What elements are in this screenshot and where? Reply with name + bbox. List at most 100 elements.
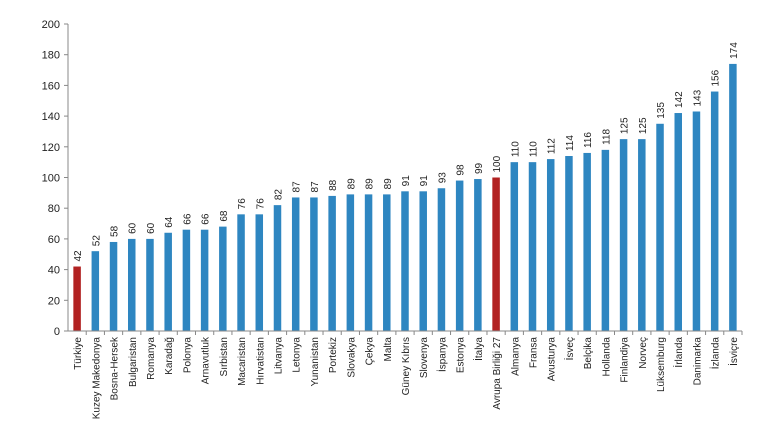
data-label: 64 [164,216,175,228]
x-tick-label: Karadağ [164,337,175,375]
bar [109,241,118,331]
x-tick-label: Bosna-Hersek [110,336,121,400]
x-tick-label: Hırvatistan [255,337,266,385]
x-tick-label: Türkiye [73,337,84,370]
x-tick-label: Macaristan [237,337,248,386]
x-tick-label: İrlanda [672,337,685,368]
bar [146,238,154,331]
bar [364,194,373,331]
data-label: 99 [474,162,485,174]
data-label: 156 [711,69,722,86]
y-tick-label: 60 [48,234,60,246]
bar [546,159,555,331]
x-tick-label: Hollanda [601,337,612,377]
data-label: 114 [565,135,576,151]
x-tick-label: İsviçre [727,337,740,366]
data-label: 42 [73,250,84,262]
x-tick-label: İzlanda [709,337,722,370]
bar [383,194,391,331]
x-tick-label: Almanya [510,337,521,376]
data-label: 76 [237,198,248,210]
x-tick-label: Malta [383,337,394,362]
bar [619,139,628,331]
data-label: 88 [328,179,339,191]
data-label: 125 [638,117,649,134]
bar [310,197,318,331]
bar [73,266,81,331]
y-tick-label: 100 [42,173,60,185]
bar [437,188,446,331]
x-tick-label: İspanya [435,337,448,372]
data-label: 60 [146,222,157,234]
x-tick-label: Slovenya [419,337,430,379]
x-tick-label: Finlandiya [620,337,631,383]
x-tick-label: Estonya [456,337,467,374]
data-label: 143 [692,89,703,106]
x-tick-label: Avrupa Birliği 27 [492,337,503,410]
data-label: 82 [273,189,284,201]
data-label: 58 [110,225,121,237]
data-label: 66 [201,213,212,225]
y-tick-label: 40 [48,265,60,277]
data-label: 142 [674,91,685,108]
y-tick-label: 20 [48,295,60,307]
data-label: 174 [729,42,740,59]
bar [710,91,719,331]
data-label: 76 [255,198,266,210]
data-label: 93 [437,172,448,184]
bar [91,251,100,331]
bar [692,111,701,332]
y-tick-label: 120 [42,142,60,154]
data-label: 100 [492,155,503,172]
x-tick-label: Sırbistan [219,337,230,376]
bar [200,229,209,331]
bar [565,156,573,331]
data-label: 60 [128,222,139,234]
x-tick-label: Güney Kıbrıs [401,337,412,395]
x-tick-label: Litvanya [273,337,284,375]
data-labels: 42 52 58 60 60 64 66 66 68 76 76 82 87 87 88 89 89 89 91 91… [73,42,740,262]
bar [729,63,737,331]
data-label: 116 [583,132,594,148]
x-tick-label: Slovakya [346,337,357,378]
x-tick-label: Lüksemburg [656,337,667,392]
data-label: 125 [620,117,631,134]
bar [164,232,172,331]
data-label: 118 [601,128,612,144]
x-tick-label: Kuzey Makedonya [91,337,102,420]
data-label: 135 [656,102,667,119]
data-label: 89 [346,178,357,190]
data-label: 89 [383,178,394,190]
bar [219,226,227,331]
x-tick-label: Romanya [146,337,157,380]
bar [255,214,264,331]
y-tick-label: 140 [42,111,60,123]
bar [401,191,409,331]
bar [419,191,427,331]
data-label: 91 [401,175,412,187]
data-label: 98 [456,164,467,176]
x-tick-label: Portekiz [328,337,339,373]
y-axis: 0 20 40 60 80 100 120 140 160 180 200 [42,19,69,338]
bar [583,152,591,331]
x-tick-label: Bulgaristan [128,337,139,387]
bar [510,162,519,331]
data-label: 110 [510,141,521,157]
x-tick-label: İtalya [472,337,485,361]
data-label: 68 [219,210,230,222]
data-label: 52 [91,235,102,247]
bar [182,229,191,331]
bar [656,123,664,332]
y-tick-label: 80 [48,203,60,215]
bar [128,238,136,331]
x-tick-label: Danimarka [692,337,703,386]
bar [291,197,300,331]
data-label: 89 [365,178,376,190]
bar [601,149,610,331]
y-tick-label: 180 [42,50,60,62]
x-tick-label: Belçika [583,337,594,370]
data-label: 87 [292,181,303,193]
x-tick-label: Fransa [529,337,540,369]
x-tick-label: Norveç [638,337,649,369]
